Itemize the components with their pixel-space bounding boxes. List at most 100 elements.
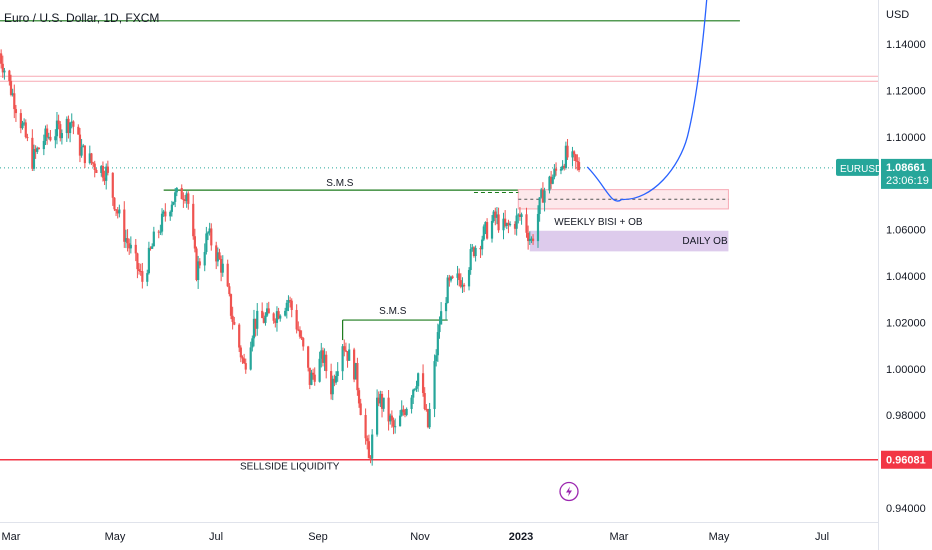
candle-body: [93, 163, 96, 171]
candle-body: [440, 311, 443, 325]
candle-body: [320, 350, 323, 359]
candle-body: [369, 458, 372, 460]
candle-body: [31, 137, 34, 169]
candle-body: [249, 347, 252, 370]
candle-body: [459, 280, 462, 287]
candle-body: [421, 373, 425, 394]
candle-body: [423, 393, 426, 409]
candle-body: [34, 148, 37, 152]
candle-body: [563, 165, 566, 168]
candle-body: [331, 378, 334, 395]
candle-body: [412, 389, 415, 398]
candle-body: [307, 346, 310, 368]
candle-body: [321, 350, 325, 363]
candle-body: [1, 63, 4, 73]
candle-body: [23, 122, 26, 124]
candle-body: [261, 310, 264, 319]
candle-body: [137, 269, 141, 271]
bolt-icon: [566, 486, 572, 497]
candle-body: [147, 247, 151, 274]
time-tick: Jul: [815, 531, 829, 543]
candle-body: [91, 162, 95, 164]
candles-layer: [0, 48, 581, 466]
candle-body: [551, 177, 554, 184]
price-tick: 1.06000: [886, 225, 926, 237]
candle-body: [290, 300, 293, 310]
candle-body: [531, 238, 535, 242]
candle-body: [129, 244, 132, 249]
candle-body: [508, 223, 512, 226]
candle-body: [528, 238, 531, 242]
candle-body: [208, 228, 211, 233]
candle-body: [162, 211, 165, 214]
candle-body: [152, 231, 155, 247]
candle-body: [123, 209, 126, 242]
candle-body: [474, 247, 477, 257]
candle-body: [19, 113, 22, 129]
time-tick: May: [105, 531, 126, 543]
candle-body: [334, 376, 338, 383]
candle-body: [42, 140, 45, 150]
candle-body: [59, 124, 62, 139]
candle-body: [134, 244, 137, 254]
candle-body: [495, 214, 499, 218]
price-tick: 0.98000: [886, 410, 926, 422]
candle-body: [336, 371, 339, 377]
candle-body: [402, 409, 405, 413]
candle-body: [313, 374, 316, 382]
candle-body: [492, 211, 495, 221]
candle-body: [54, 136, 57, 141]
candle-body: [11, 93, 14, 95]
candle-body: [206, 232, 210, 234]
candle-body: [60, 133, 63, 139]
level-label: SELLSIDE LIQUIDITY: [240, 462, 340, 473]
candle-body: [275, 311, 279, 323]
candle-body: [382, 397, 385, 409]
candle-body: [502, 218, 505, 231]
candle-body: [284, 310, 287, 316]
countdown: 23:06:19: [886, 175, 929, 187]
candle-body: [159, 231, 162, 233]
candle-body: [83, 145, 86, 164]
candle-body: [463, 284, 466, 287]
candle-body: [300, 336, 303, 339]
candle-body: [554, 168, 558, 171]
candle-body: [472, 247, 476, 257]
candle-body: [377, 397, 380, 404]
candle-body: [302, 338, 305, 347]
candle-body: [461, 284, 464, 287]
candle-body: [571, 151, 574, 158]
candle-body: [576, 161, 579, 163]
candle-body: [244, 363, 247, 370]
candle-body: [287, 300, 290, 303]
candle-body: [325, 354, 328, 372]
candle-body: [507, 222, 510, 226]
candle-body: [24, 122, 27, 138]
chart-title: Euro / U.S. Dollar, 1D, FXCM: [4, 11, 159, 25]
candle-body: [114, 209, 118, 211]
candle-body: [205, 233, 208, 252]
candle-body: [375, 397, 379, 435]
candle-body: [538, 197, 541, 214]
candle-body: [403, 412, 407, 415]
price-tick: 1.00000: [886, 364, 926, 376]
candle-body: [405, 408, 408, 415]
candle-body: [389, 415, 392, 422]
candle-body: [238, 324, 241, 348]
price-tag: [881, 158, 932, 189]
candle-body: [146, 273, 149, 282]
low-tag: [881, 450, 932, 469]
candle-body: [174, 192, 177, 202]
candle-body: [435, 355, 438, 362]
candle-body: [182, 199, 185, 201]
time-tick: Sep: [308, 531, 328, 543]
candle-body: [105, 166, 108, 181]
candle-body: [46, 128, 49, 138]
candle-body: [185, 193, 188, 202]
candle-body: [256, 310, 259, 329]
candle-body: [277, 311, 280, 319]
candle-body: [505, 222, 508, 226]
